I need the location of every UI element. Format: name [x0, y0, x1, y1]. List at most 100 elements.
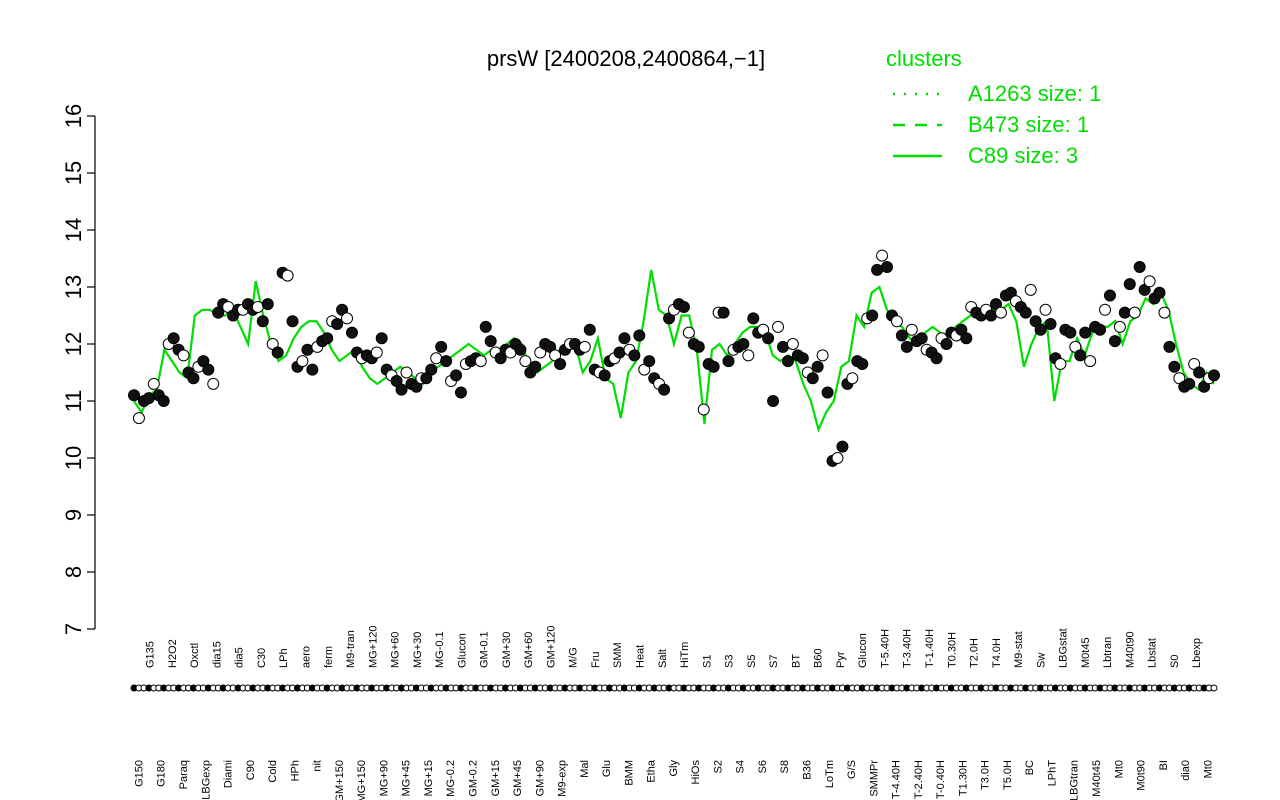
x-tick-label: Gly — [668, 760, 680, 777]
x-tick-label: S1 — [701, 655, 713, 668]
x-tick-label: Glu — [601, 760, 613, 777]
data-point — [1183, 377, 1196, 390]
data-point — [1108, 335, 1121, 348]
data-point — [296, 355, 309, 368]
x-tick-label: M/G — [568, 647, 580, 668]
x-tick-label: S3 — [724, 655, 736, 668]
x-tick-label: GM-0.2 — [467, 760, 479, 797]
x-tick-label: BI — [1158, 760, 1170, 770]
x-tick-label: G/S — [846, 760, 858, 779]
data-point — [1143, 275, 1156, 288]
data-point — [1019, 306, 1032, 319]
data-point — [994, 306, 1007, 319]
x-tick-label: Mt0 — [1113, 760, 1125, 778]
data-point — [1099, 303, 1112, 316]
x-tick-label: Glucon — [857, 633, 869, 668]
data-point — [142, 392, 155, 405]
data-point — [707, 360, 720, 373]
data-point — [474, 355, 487, 368]
x-tick-label: T2.0H — [969, 638, 981, 668]
data-point — [762, 332, 775, 345]
x-tick-label: M9-exp — [557, 760, 569, 797]
x-tick-label: Mal — [579, 760, 591, 778]
x-tick-label: GM+45 — [512, 760, 524, 796]
data-point — [514, 343, 527, 356]
data-point — [781, 355, 794, 368]
data-point — [430, 352, 443, 365]
x-tick-label: SMMPr — [868, 760, 880, 797]
x-tick-label: LBGexp — [200, 760, 212, 800]
data-point — [816, 349, 829, 362]
x-tick-label: M9-tran — [345, 630, 357, 668]
x-tick-label: B36 — [802, 760, 814, 780]
data-point — [836, 440, 849, 453]
data-point — [742, 349, 755, 362]
x-tick-label: S0 — [1169, 655, 1181, 668]
x-tick-label: T4.0H — [991, 638, 1003, 668]
data-point — [128, 389, 140, 402]
x-tick-label: T0.30H — [946, 632, 958, 668]
x-tick-label: HiOs — [690, 760, 702, 785]
data-point — [871, 263, 884, 276]
data-point — [633, 329, 646, 342]
x-tick-label: MG-0.1 — [434, 631, 446, 668]
x-tick-label: BMM — [623, 760, 635, 786]
x-tick-label: T-2.40H — [913, 760, 925, 799]
data-point — [796, 352, 809, 365]
data-point — [1113, 320, 1126, 333]
data-point — [1074, 349, 1087, 362]
data-point — [321, 332, 334, 345]
data-point — [395, 383, 408, 396]
x-tick-label: G180 — [156, 760, 168, 787]
y-tick-label: 9 — [61, 509, 86, 521]
x-tick-label: T-3.40H — [902, 629, 914, 668]
data-point — [345, 326, 358, 339]
x-tick-label: S2 — [712, 760, 724, 773]
x-tick-label: MG+15 — [423, 760, 435, 796]
data-point — [806, 372, 819, 385]
x-tick-label: T-5.40H — [879, 629, 891, 668]
x-tick-marker — [1210, 684, 1218, 692]
x-tick-label: MG+120 — [367, 626, 379, 669]
data-point — [618, 332, 631, 345]
legend: clusters A1263 size: 1 B473 size: 1 C89 … — [886, 46, 1101, 168]
x-tick-label: M0t45 — [1080, 637, 1092, 668]
y-tick-label: 10 — [61, 446, 86, 470]
x-tick-label: S8 — [779, 760, 791, 773]
data-point — [479, 320, 492, 333]
x-tick-label: S4 — [735, 760, 747, 773]
x-tick-label: GM+30 — [501, 632, 513, 668]
data-point — [876, 249, 889, 262]
legend-label-a1263: A1263 size: 1 — [968, 81, 1101, 106]
y-axis: 7 8 9 10 11 12 13 14 15 16 — [61, 104, 96, 635]
x-tick-label: S6 — [757, 760, 769, 773]
x-tick-label: M40t90 — [1124, 631, 1136, 668]
x-tick-label: MG+90 — [378, 760, 390, 796]
x-tick-label: Glucon — [456, 633, 468, 668]
x-tick-label: MG-0.2 — [445, 760, 457, 797]
legend-title: clusters — [886, 46, 962, 71]
x-tick-label: LBGtran — [1069, 760, 1081, 800]
x-tick-label: M9-stat — [1013, 631, 1025, 668]
x-tick-label: GM+60 — [523, 632, 535, 668]
x-tick-label: Cold — [267, 760, 279, 783]
data-point — [881, 261, 894, 274]
x-tick-label: Salt — [657, 649, 669, 668]
data-point — [306, 363, 319, 376]
data-point — [915, 332, 928, 345]
series-line — [133, 269, 1215, 433]
data-point — [1024, 283, 1037, 296]
x-tick-label: G150 — [133, 760, 145, 787]
x-tick-label: Pyr — [835, 651, 847, 668]
data-point — [856, 357, 869, 370]
x-tick-label: S5 — [746, 655, 758, 668]
x-tick-label: C90 — [245, 760, 257, 780]
y-tick-label: 13 — [61, 275, 86, 299]
data-point — [147, 377, 160, 390]
x-tick-label: T3.0H — [980, 760, 992, 790]
y-tick-label: 7 — [61, 623, 86, 635]
x-tick-label: C30 — [256, 648, 268, 668]
x-tick-label: T5.0H — [1002, 760, 1014, 790]
x-tick-label: HPh — [289, 760, 301, 781]
x-tick-label: nit — [312, 760, 324, 772]
